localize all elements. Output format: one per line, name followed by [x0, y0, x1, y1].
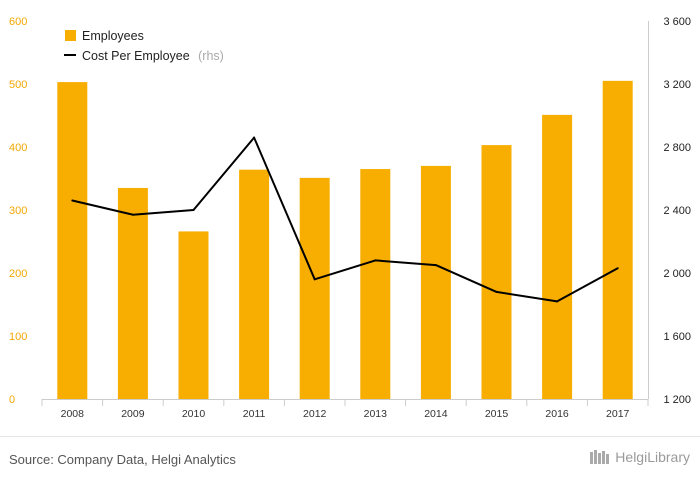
bar-2009 [117, 187, 148, 399]
bar-2008 [57, 82, 88, 400]
y-left-tick-label: 0 [9, 394, 15, 406]
y-right-tick-label: 2 800 [663, 142, 691, 154]
y-right-tick-label: 1 600 [663, 331, 691, 343]
source-note: Source: Company Data, Helgi Analytics [9, 452, 236, 467]
bar-2015 [481, 145, 512, 399]
y-right-tick-label: 3 200 [663, 79, 691, 91]
y-left-tick-label: 400 [9, 142, 27, 154]
x-tick-label: 2011 [243, 408, 266, 420]
bar-2013 [360, 169, 391, 399]
point-cost-2012 [313, 278, 316, 281]
point-cost-2016 [556, 300, 559, 303]
point-cost-2008 [71, 199, 74, 202]
legend-label-cost-name: Cost Per Employee [82, 49, 190, 63]
x-tick-label: 2009 [121, 408, 145, 420]
y-right-tick-label: 1 200 [663, 394, 691, 406]
line-cost-per-employee [72, 136, 619, 303]
y-right-tick-label: 2 000 [663, 268, 691, 280]
legend-label-cost-per-employee: Cost Per Employee (rhs) [82, 47, 224, 64]
point-cost-2013 [374, 259, 377, 262]
bar-2010 [178, 231, 209, 399]
x-tick-label: 2013 [364, 408, 388, 420]
legend-swatch-employees [65, 30, 76, 41]
legend-label-employees: Employees [82, 29, 144, 43]
y-right-tick-label: 2 400 [663, 205, 691, 217]
footer-divider [0, 436, 700, 437]
point-cost-2015 [495, 290, 498, 293]
y-right-tick-label: 3 600 [663, 16, 691, 28]
point-cost-2014 [434, 264, 437, 267]
y-left-tick-label: 600 [9, 16, 27, 28]
point-cost-2009 [131, 213, 134, 216]
point-cost-2010 [192, 209, 195, 211]
line-layer [71, 136, 619, 303]
y-left-tick-label: 500 [9, 79, 27, 91]
bar-2014 [420, 165, 451, 399]
bar-2012 [299, 177, 330, 399]
point-cost-2011 [253, 136, 256, 139]
legend: Employees Cost Per Employee (rhs) [64, 29, 224, 64]
legend-label-rhs: (rhs) [198, 49, 224, 63]
y-left-tick-label: 100 [9, 331, 27, 343]
x-tick-label: 2017 [606, 408, 630, 420]
x-tick-label: 2014 [424, 408, 448, 420]
y-left-tick-label: 200 [9, 268, 27, 280]
bar-2011 [239, 169, 270, 399]
bars-layer [57, 80, 633, 400]
bar-2016 [542, 114, 573, 400]
x-tick-label: 2010 [182, 408, 206, 420]
y-left-tick-label: 300 [9, 205, 27, 217]
brand-logo: HelgiLibrary [589, 449, 690, 465]
x-tick-label: 2016 [545, 408, 569, 420]
x-tick-label: 2008 [61, 408, 85, 420]
axes-layer: 2008 2009 2010 2011 2012 2013 2014 2015 2016 2017… [9, 16, 691, 420]
library-icon [590, 450, 610, 464]
x-tick-label: 2015 [485, 408, 509, 420]
point-cost-2017 [616, 267, 619, 270]
bar-2017 [602, 80, 633, 399]
brand-name: HelgiLibrary [615, 449, 690, 465]
x-tick-label: 2012 [303, 408, 327, 420]
